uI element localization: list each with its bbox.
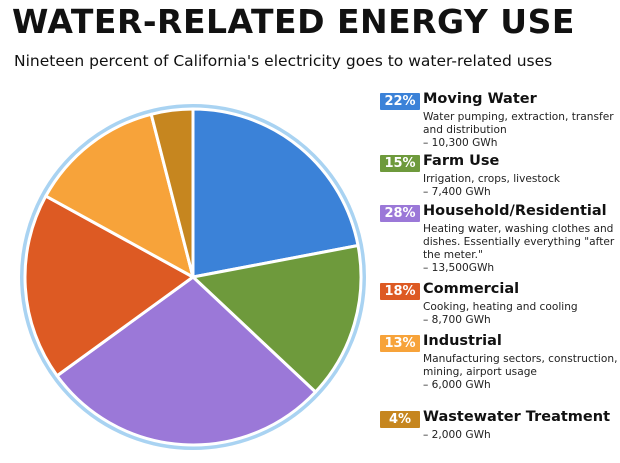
- legend-percent-badge: 18%: [380, 283, 420, 300]
- legend-description: Cooking, heating and cooling – 8,700 GWh: [423, 301, 619, 327]
- legend-description: Manufacturing sectors, construction, min…: [423, 353, 619, 392]
- pie-slice-commercial: [23, 194, 195, 378]
- legend-description: – 2,000 GWh: [423, 429, 619, 442]
- legend-desc-text: Cooking, heating and cooling: [423, 301, 578, 313]
- legend-amount: – 8,700 GWh: [423, 314, 491, 326]
- legend-label: Farm Use: [423, 153, 500, 169]
- legend-percent-badge: 4%: [380, 411, 420, 428]
- pie-slice-farm-use: [191, 244, 363, 394]
- pie-slice-moving-water: [191, 107, 360, 279]
- legend-percent-badge: 22%: [380, 93, 420, 110]
- legend-description: Heating water, washing clothes and dishe…: [423, 223, 619, 275]
- chart-subtitle: Nineteen percent of California's electri…: [14, 52, 553, 70]
- legend-percent-badge: 13%: [380, 335, 420, 352]
- legend-label: Household/Residential: [423, 203, 607, 219]
- legend-amount: – 10,300 GWh: [423, 137, 498, 149]
- legend-percent-badge: 28%: [380, 205, 420, 222]
- legend-label: Wastewater Treatment: [423, 409, 610, 425]
- legend-desc-text: Manufacturing sectors, construction, min…: [423, 353, 618, 378]
- legend-desc-text: Heating water, washing clothes and dishe…: [423, 223, 615, 261]
- legend-amount: – 7,400 GWh: [423, 186, 491, 198]
- legend-amount: – 13,500GWh: [423, 262, 495, 274]
- legend-description: Irrigation, crops, livestock – 7,400 GWh: [423, 173, 619, 199]
- pie-slice-wastewater-treatment: [149, 107, 195, 279]
- legend-description: Water pumping, extraction, transfer and …: [423, 111, 619, 150]
- legend-label: Industrial: [423, 333, 502, 349]
- legend-desc-text: Irrigation, crops, livestock: [423, 173, 561, 185]
- legend-desc-text: Water pumping, extraction, transfer and …: [423, 111, 614, 136]
- legend-label: Moving Water: [423, 91, 537, 107]
- legend-percent-badge: 15%: [380, 155, 420, 172]
- legend-amount: – 2,000 GWh: [423, 429, 491, 441]
- pie-outer-ring: [20, 104, 366, 450]
- legend-label: Commercial: [423, 281, 520, 297]
- chart-title: WATER-RELATED ENERGY USE: [12, 2, 575, 41]
- legend-amount: – 6,000 GWh: [423, 379, 491, 391]
- pie-slice-household-residential: [55, 275, 317, 447]
- pie-slice-industrial: [44, 112, 195, 279]
